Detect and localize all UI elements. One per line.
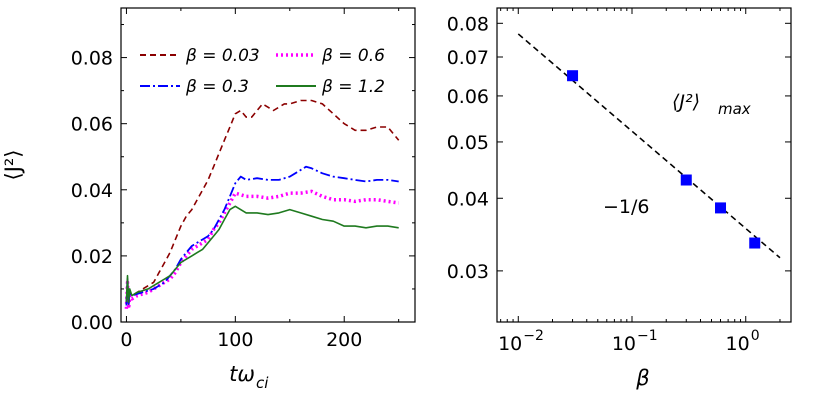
left-x-axis-label-subscript: ci bbox=[256, 374, 269, 392]
right-y-tick-label: 0.06 bbox=[447, 86, 489, 108]
series-line-2 bbox=[125, 165, 399, 307]
legend-label-beta-0-03: β = 0.03 bbox=[185, 46, 260, 66]
right-x-tick-label-base: 10 bbox=[726, 333, 750, 355]
left-panel-time-series: 0 100 200 0.00 0.02 0.04 0.06 0.08 β = 0.03 β =… bbox=[1, 7, 416, 392]
legend-label-beta-0-3: β = 0.3 bbox=[185, 77, 249, 97]
left-x-tick-label: 200 bbox=[326, 329, 362, 351]
right-x-tick-label-exponent: 0 bbox=[751, 328, 760, 344]
right-x-tick-label-base: 10 bbox=[612, 333, 636, 355]
right-axes-frame bbox=[496, 7, 792, 323]
fit-slope-annotation: −1/6 bbox=[603, 196, 650, 218]
series-line-0 bbox=[125, 99, 400, 307]
right-y-tick-label: 0.03 bbox=[447, 261, 489, 283]
left-x-axis-label: tω bbox=[229, 362, 255, 386]
right-panel-title-subscript: max bbox=[718, 100, 751, 118]
legend-label-beta-0-6: β = 0.6 bbox=[321, 46, 385, 66]
right-x-axis-label: β bbox=[635, 366, 649, 390]
left-y-tick-label: 0.02 bbox=[71, 246, 113, 268]
legend-label-beta-1-2: β = 1.2 bbox=[321, 77, 385, 97]
legend: β = 0.03 β = 0.6 β = 0.3 β = 1.2 bbox=[140, 46, 385, 97]
left-y-axis-label: ⟨J²⟩ bbox=[1, 150, 25, 181]
data-point-0 bbox=[567, 70, 579, 82]
right-x-tick-label-exponent: −2 bbox=[523, 328, 544, 344]
series-line-3 bbox=[125, 205, 399, 304]
right-panel-title: ⟨J²⟩ bbox=[672, 91, 700, 113]
right-x-tick-label-exponent: −1 bbox=[637, 328, 658, 344]
left-axes-frame bbox=[120, 7, 416, 323]
series-line-1 bbox=[124, 189, 399, 311]
right-y-tick-label: 0.07 bbox=[447, 47, 489, 69]
left-y-tick-label: 0.04 bbox=[71, 180, 113, 202]
data-point-3 bbox=[749, 237, 761, 249]
right-y-tick-label: 0.05 bbox=[447, 132, 489, 154]
left-y-tick-label: 0.08 bbox=[71, 48, 113, 70]
left-x-tick-label: 0 bbox=[120, 329, 132, 351]
right-y-tick-label: 0.08 bbox=[447, 13, 489, 35]
data-point-2 bbox=[715, 202, 727, 214]
right-y-tick-label: 0.04 bbox=[447, 188, 489, 210]
left-x-tick-label: 100 bbox=[217, 329, 253, 351]
left-y-tick-label: 0.06 bbox=[71, 114, 113, 136]
right-x-tick-label-base: 10 bbox=[498, 333, 522, 355]
data-point-1 bbox=[680, 174, 692, 186]
left-y-tick-label: 0.00 bbox=[71, 312, 113, 334]
fit-line bbox=[517, 33, 781, 259]
